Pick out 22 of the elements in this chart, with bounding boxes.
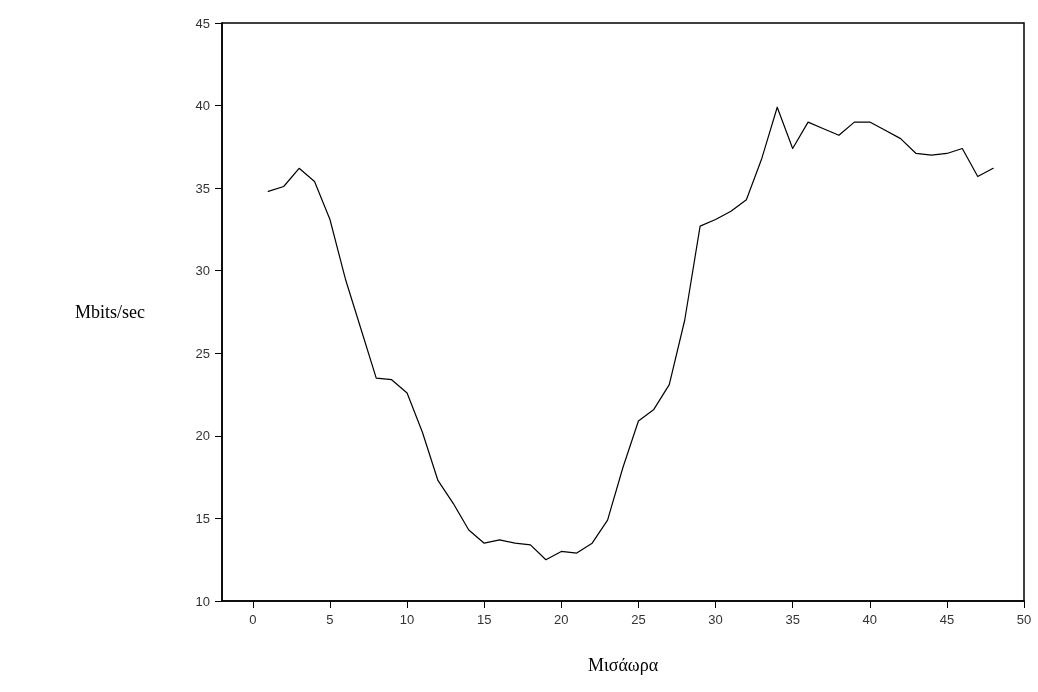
x-tick-label: 10 <box>399 612 415 627</box>
x-axis-title: Μισάωρα <box>587 655 659 675</box>
x-tick-label: 15 <box>476 612 492 627</box>
y-tick-label: 45 <box>195 15 210 31</box>
y-tick-label: 15 <box>195 510 210 526</box>
x-tick-label: 30 <box>708 612 723 627</box>
y-tick-label: 35 <box>195 180 210 196</box>
x-tick-label: 50 <box>1016 612 1032 627</box>
y-tick-label: 25 <box>195 345 210 361</box>
y-tick-label: 10 <box>195 593 210 609</box>
y-tick-label: 30 <box>195 263 210 279</box>
y-tick-label: 40 <box>195 98 210 114</box>
x-tick-label: 45 <box>939 612 955 627</box>
x-tick-label: 25 <box>631 612 646 627</box>
x-tick-label: 0 <box>249 612 257 627</box>
line-series <box>267 106 994 561</box>
y-tick-label: 20 <box>195 428 210 444</box>
x-tick-label: 35 <box>785 612 800 627</box>
x-tick-label: 5 <box>326 612 334 627</box>
x-tick-label: 40 <box>862 612 877 627</box>
x-tick-label: 20 <box>554 612 569 627</box>
y-axis-title: Mbits/sec <box>75 302 146 322</box>
